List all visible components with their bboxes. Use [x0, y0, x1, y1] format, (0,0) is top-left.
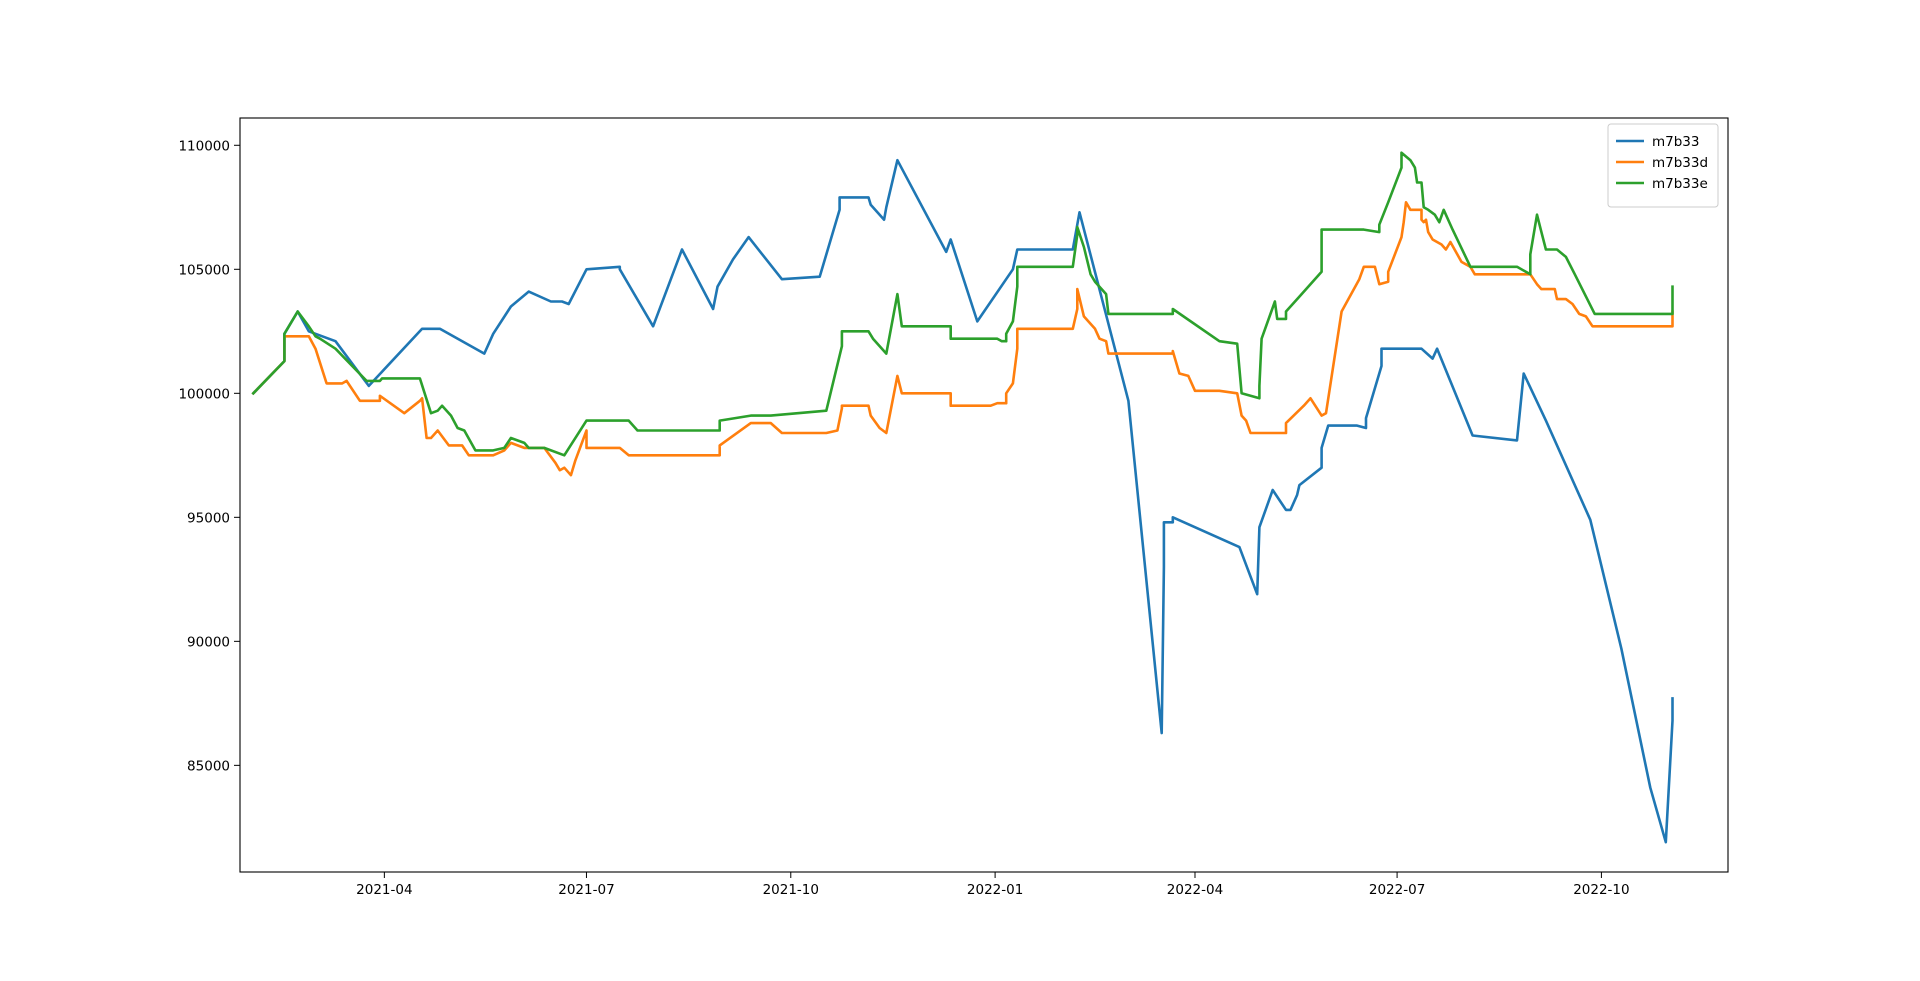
legend: m7b33 m7b33d m7b33e: [1607, 123, 1719, 208]
plot-frame: [239, 117, 1729, 873]
series-line-m7b33e: [251, 151, 1674, 457]
y-tick-label-95000: 95000: [187, 510, 230, 526]
x-tick-label-2022-04: 2022-04: [1167, 882, 1223, 898]
legend-label-m7b33d: m7b33d: [1652, 155, 1708, 171]
legend-label-m7b33: m7b33: [1652, 134, 1700, 150]
y-tick-label-90000: 90000: [187, 634, 230, 650]
x-tick-label-2021-07: 2021-07: [558, 882, 614, 898]
series-line-m7b33d: [251, 201, 1674, 477]
x-tick-label-2022-10: 2022-10: [1573, 882, 1629, 898]
x-tick-label-2021-04: 2021-04: [356, 882, 412, 898]
y-tick-label-85000: 85000: [187, 758, 230, 774]
y-tick-label-105000: 105000: [178, 262, 230, 278]
y-tick-label-100000: 100000: [178, 386, 230, 402]
x-tick-label-2021-10: 2021-10: [763, 882, 819, 898]
legend-label-m7b33e: m7b33e: [1652, 176, 1708, 192]
x-tick-label-2022-01: 2022-01: [967, 882, 1023, 898]
legend-box: [1607, 123, 1719, 208]
x-tick-label-2022-07: 2022-07: [1369, 882, 1425, 898]
series-line-m7b33: [251, 158, 1674, 844]
y-axis: 85000 90000 95000 100000 105000 110000: [178, 138, 240, 774]
series-layer: [251, 151, 1674, 844]
y-tick-label-110000: 110000: [178, 138, 230, 154]
x-axis: 2021-04 2021-07 2021-10 2022-01 2022-04 2022-…: [356, 872, 1630, 898]
